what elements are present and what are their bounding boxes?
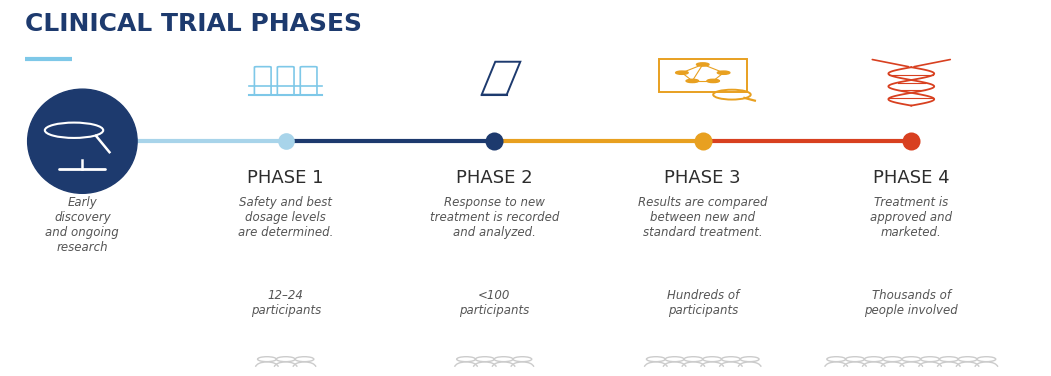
Text: PHASE 2: PHASE 2 [456,169,533,186]
Text: 12–24
participants: 12–24 participants [250,289,321,317]
Circle shape [697,63,709,66]
Text: Results are compared
between new and
standard treatment.: Results are compared between new and sta… [638,196,767,239]
Text: <100
participants: <100 participants [459,289,530,317]
Circle shape [707,79,720,83]
Ellipse shape [27,89,137,193]
Circle shape [676,71,688,74]
Circle shape [718,71,729,74]
Text: Response to new
treatment is recorded
and analyzed.: Response to new treatment is recorded an… [430,196,559,239]
Circle shape [686,79,699,83]
Text: Treatment is
approved and
marketed.: Treatment is approved and marketed. [870,196,952,239]
Text: PHASE 3: PHASE 3 [664,169,741,186]
Text: PHASE 1: PHASE 1 [247,169,324,186]
Text: PHASE 4: PHASE 4 [873,169,950,186]
Text: Thousands of
people involved: Thousands of people involved [864,289,959,317]
Text: Hundreds of
participants: Hundreds of participants [666,289,739,317]
Text: CLINICAL TRIAL PHASES: CLINICAL TRIAL PHASES [25,12,362,36]
Text: Early
discovery
and ongoing
research: Early discovery and ongoing research [45,196,119,254]
Text: Safety and best
dosage levels
are determined.: Safety and best dosage levels are determ… [238,196,333,239]
